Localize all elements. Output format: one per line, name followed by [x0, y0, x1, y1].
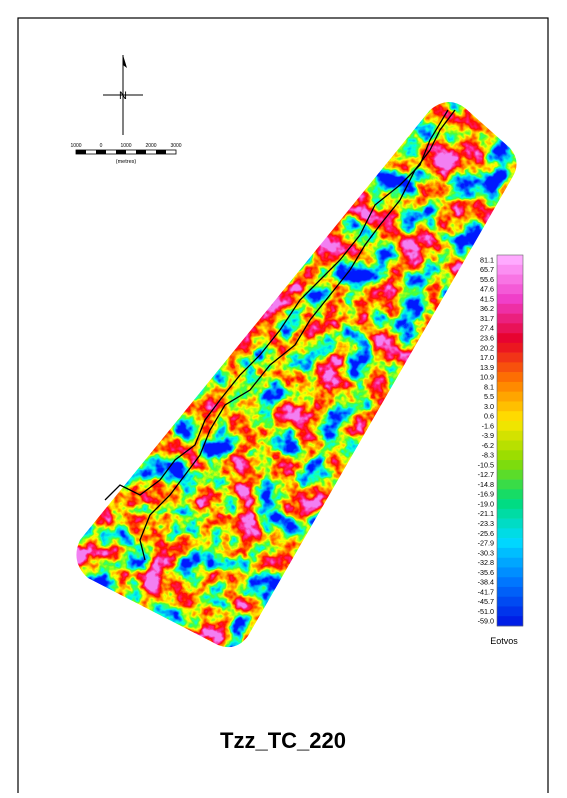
legend-label: -41.7 [478, 587, 494, 596]
legend-swatch [497, 450, 523, 460]
legend-label: 31.7 [480, 314, 494, 323]
legend-swatch [497, 304, 523, 314]
legend-label: -45.7 [478, 597, 494, 606]
legend-swatch [497, 519, 523, 529]
legend-unit: Eotvos [490, 636, 518, 646]
legend-swatch [497, 362, 523, 372]
legend-swatch [497, 587, 523, 597]
legend-swatch [497, 343, 523, 353]
legend-label: 20.2 [480, 343, 494, 352]
legend-label: -32.8 [478, 558, 494, 567]
legend-label: -14.8 [478, 480, 494, 489]
legend-label: 36.2 [480, 304, 494, 313]
legend-label: -12.7 [478, 470, 494, 479]
legend-swatch [497, 480, 523, 490]
legend-label: -16.9 [478, 490, 494, 499]
scale-label: 1000 [120, 143, 131, 149]
scale-segment [76, 150, 86, 154]
scale-label: 3000 [170, 143, 181, 149]
legend-label: -27.9 [478, 539, 494, 548]
legend-swatch [497, 470, 523, 480]
scale-label: 1000 [70, 143, 81, 149]
legend-label: -38.4 [478, 578, 494, 587]
legend-label: 17.0 [480, 353, 494, 362]
legend-label: 3.0 [484, 402, 494, 411]
legend-swatch [497, 314, 523, 324]
legend-label: 41.5 [480, 294, 494, 303]
legend-label: -30.3 [478, 548, 494, 557]
legend-label: -23.3 [478, 519, 494, 528]
legend-swatch [497, 441, 523, 451]
legend-swatch [497, 333, 523, 343]
legend-swatch [497, 255, 523, 265]
legend-swatch [497, 411, 523, 421]
legend-label: 13.9 [480, 363, 494, 372]
legend-swatch [497, 528, 523, 538]
legend-swatch [497, 392, 523, 402]
scale-segment [96, 150, 106, 154]
scale-segment [116, 150, 126, 154]
tzz-grid-image [60, 90, 540, 660]
legend-swatch [497, 558, 523, 568]
legend-label: 27.4 [480, 324, 494, 333]
legend-swatch [497, 499, 523, 509]
legend-label: -6.2 [482, 441, 494, 450]
north-arrow: N [103, 55, 143, 135]
legend-label: 0.6 [484, 412, 494, 421]
legend-swatch [497, 401, 523, 411]
legend-swatch [497, 284, 523, 294]
scale-label: 2000 [145, 143, 156, 149]
legend-swatch [497, 538, 523, 548]
legend-label: -8.3 [482, 451, 494, 460]
legend-label: 10.9 [480, 373, 494, 382]
scale-bar: 1000 0 1000 2000 3000 (metres) [70, 143, 181, 165]
legend-label: 55.6 [480, 275, 494, 284]
legend-label: 65.7 [480, 265, 494, 274]
legend-swatch [497, 421, 523, 431]
legend-swatch [497, 265, 523, 275]
legend-label: -35.6 [478, 568, 494, 577]
legend-label: 8.1 [484, 382, 494, 391]
legend-label: -1.6 [482, 421, 494, 430]
north-label: N [119, 90, 127, 102]
scale-segment [136, 150, 146, 154]
legend-swatch [497, 548, 523, 558]
legend-swatch [497, 372, 523, 382]
legend-swatch [497, 353, 523, 363]
scale-unit: (metres) [116, 159, 137, 165]
legend-swatch [497, 294, 523, 304]
legend-swatch [497, 577, 523, 587]
legend-label: 5.5 [484, 392, 494, 401]
scale-label: 0 [100, 143, 103, 149]
legend-label: -25.6 [478, 529, 494, 538]
legend-label: -59.0 [478, 617, 494, 626]
legend-label: -21.1 [478, 509, 494, 518]
legend-label: 47.6 [480, 285, 494, 294]
map-title: Tzz_TC_220 [220, 728, 346, 753]
legend-swatch [497, 616, 523, 626]
legend-swatch [497, 567, 523, 577]
page: {"map": { "title": "Tzz_TC_220", "north_… [0, 0, 567, 793]
gradient-surface [60, 90, 540, 660]
legend-swatch [497, 606, 523, 616]
legend-label: -10.5 [478, 460, 494, 469]
legend-swatch [497, 382, 523, 392]
legend-swatch [497, 489, 523, 499]
legend-label: -51.0 [478, 607, 494, 616]
color-legend: 81.165.755.647.641.536.231.727.423.620.2… [478, 255, 523, 646]
legend-swatch [497, 460, 523, 470]
legend-swatch [497, 597, 523, 607]
legend-label: 81.1 [480, 255, 494, 264]
map-figure: N 1000 0 1000 2000 3000 (metres) 81.165.755.6… [0, 0, 567, 793]
legend-swatch [497, 431, 523, 441]
legend-swatch [497, 323, 523, 333]
legend-label: -3.9 [482, 431, 494, 440]
legend-swatch [497, 275, 523, 285]
legend-label: -19.0 [478, 499, 494, 508]
legend-swatch [497, 509, 523, 519]
legend-label: 23.6 [480, 333, 494, 342]
scale-segment [156, 150, 166, 154]
